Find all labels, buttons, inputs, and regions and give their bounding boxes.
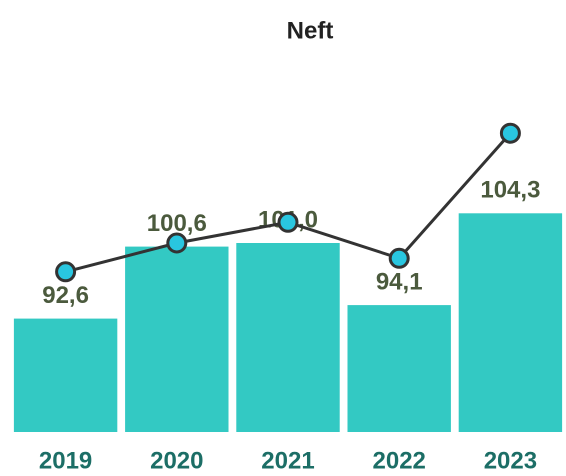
marker [166, 232, 188, 254]
value-label: 92,6 [42, 282, 89, 309]
chart-title: Neft [287, 17, 334, 44]
bar [125, 246, 229, 432]
bar [347, 305, 451, 432]
value-label: 100,6 [147, 210, 207, 237]
value-label: 104,3 [480, 177, 540, 204]
x-tick-label: 2020 [150, 447, 203, 474]
value-label: 94,1 [376, 268, 423, 295]
x-tick-label: 2022 [373, 447, 426, 474]
marker [277, 211, 299, 233]
x-tick-label: 2019 [39, 447, 92, 474]
bar [458, 213, 563, 432]
marker [55, 261, 77, 283]
marker [388, 247, 410, 269]
bar [236, 243, 340, 432]
x-tick-label: 2021 [261, 447, 314, 474]
x-tick-label: 2023 [484, 447, 537, 474]
marker [499, 122, 521, 144]
bar [13, 318, 118, 432]
